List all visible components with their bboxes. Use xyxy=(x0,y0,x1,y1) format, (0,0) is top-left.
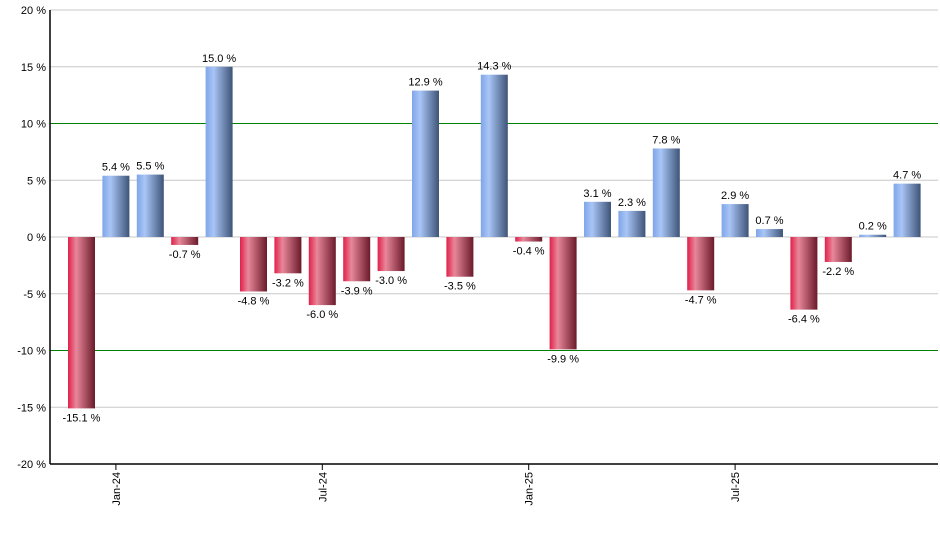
data-label: -0.7 % xyxy=(169,249,201,261)
bar-Sep-24 xyxy=(377,237,405,272)
data-label: -9.9 % xyxy=(547,353,579,365)
y-tick-label: 15 % xyxy=(21,62,46,74)
bar-Jun-25 xyxy=(687,237,715,291)
bar-Oct-24 xyxy=(412,90,439,238)
data-label: 0.7 % xyxy=(755,215,783,227)
data-label: 4.7 % xyxy=(893,170,921,182)
data-label: 3.1 % xyxy=(583,188,611,200)
bar-Nov-25 xyxy=(859,234,887,237)
y-tick-label: 10 % xyxy=(21,119,46,131)
bar-Feb-24 xyxy=(136,174,164,237)
data-label: -2.2 % xyxy=(822,266,854,278)
data-label: -3.2 % xyxy=(272,277,304,289)
bar-Jan-24 xyxy=(102,175,130,237)
data-label: -3.5 % xyxy=(444,281,476,293)
data-label: -6.0 % xyxy=(306,309,338,321)
y-tick-label: 0 % xyxy=(27,232,46,244)
data-label: -3.0 % xyxy=(375,275,407,287)
x-tick-label: Jan-24 xyxy=(111,472,123,506)
x-tick-label: Jul-24 xyxy=(317,472,329,502)
data-label: 2.3 % xyxy=(618,197,646,209)
data-label: -4.8 % xyxy=(238,295,270,307)
y-tick-label: -10 % xyxy=(17,346,46,358)
data-label: -4.7 % xyxy=(685,294,717,306)
data-label: -3.9 % xyxy=(341,285,373,297)
bar-Jan-25 xyxy=(515,237,543,242)
bar-Feb-25 xyxy=(549,237,577,350)
x-tick-label: Jul-25 xyxy=(730,472,742,502)
y-tick-label: -20 % xyxy=(17,459,46,471)
data-label: 2.9 % xyxy=(721,190,749,202)
data-label: -0.4 % xyxy=(513,246,545,258)
data-label: -15.1 % xyxy=(63,412,101,424)
bar-Apr-25 xyxy=(618,210,646,237)
bar-Oct-25 xyxy=(824,237,852,262)
y-tick-label: 5 % xyxy=(27,175,46,187)
data-label: 14.3 % xyxy=(477,61,511,73)
y-tick-label: -5 % xyxy=(23,289,46,301)
bar-Dec-24 xyxy=(480,74,508,237)
bar-Jul-24 xyxy=(308,237,336,306)
bar-Apr-24 xyxy=(205,66,233,237)
data-label: 15.0 % xyxy=(202,53,236,65)
bar-May-25 xyxy=(652,148,680,237)
y-tick-label: -15 % xyxy=(17,402,46,414)
data-label: 0.2 % xyxy=(859,221,887,233)
bar-Mar-24 xyxy=(171,237,199,245)
bar-Dec-25 xyxy=(893,183,921,237)
bar-Dec-23 xyxy=(68,237,95,409)
bar-May-24 xyxy=(240,237,267,292)
data-label: 5.5 % xyxy=(136,161,164,173)
bar-Jul-25 xyxy=(721,204,749,237)
bar-Nov-24 xyxy=(446,237,474,277)
data-label: -6.4 % xyxy=(788,314,820,326)
data-label: 5.4 % xyxy=(102,162,130,174)
data-label: 7.8 % xyxy=(652,134,680,146)
bar-Sep-25 xyxy=(790,237,818,310)
data-label: 12.9 % xyxy=(408,77,442,89)
bar-Aug-24 xyxy=(343,237,371,282)
bar-Aug-25 xyxy=(756,229,783,237)
y-tick-label: 20 % xyxy=(21,5,46,17)
bar-Jun-24 xyxy=(274,237,302,274)
x-tick-label: Jan-25 xyxy=(524,472,536,506)
bar-Mar-25 xyxy=(584,201,611,237)
